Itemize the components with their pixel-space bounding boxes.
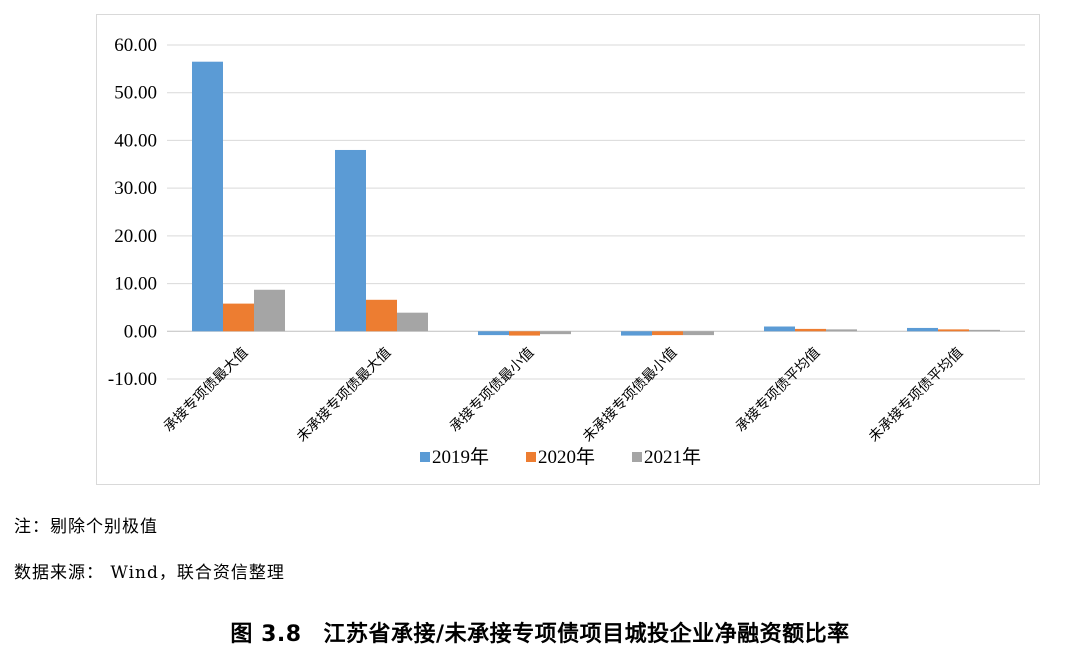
bar [938,329,969,332]
bar-chart: 60.00 50.00 40.00 30.00 20.00 10.00 0.00 -10.00… [108,35,1025,468]
bar [223,303,254,332]
bar [254,289,285,332]
bar [907,327,938,332]
bar [397,312,428,332]
bar [826,329,857,332]
bar [478,331,509,336]
bar [621,331,652,336]
legend-label: 2020年 [538,446,595,468]
bar [509,331,540,336]
y-tick-label: 50.00 [114,83,157,104]
bar [795,328,826,332]
figure-number: 图 3.8 [230,622,302,647]
x-category-label: 承接专项债最小值 [446,344,537,435]
bar [192,61,223,332]
y-tick-label: 0.00 [124,321,157,342]
figure-caption: 图 3.8 江苏省承接/未承接专项债项目城投企业净融资额比率 [0,616,1080,648]
chart-container: 60.00 50.00 40.00 30.00 20.00 10.00 0.00 -10.00… [96,14,1040,485]
x-category-label: 未承接专项债最大值 [293,344,394,445]
legend-label: 2019年 [432,446,489,468]
data-source: 数据来源： Wind，联合资信整理 [14,563,285,583]
bar [335,149,366,332]
legend-label: 2021年 [644,446,701,468]
bar [969,329,1000,332]
x-category-label: 未承接专项债最小值 [579,344,680,445]
y-tick-label: 30.00 [114,178,157,199]
bar [683,331,714,336]
legend-swatch [632,452,642,462]
y-tick-label: -10.00 [108,369,157,390]
x-category-label: 承接专项债平均值 [732,344,823,435]
legend-swatch [526,452,536,462]
figure-title: 江苏省承接/未承接专项债项目城投企业净融资额比率 [323,622,850,647]
bar [366,299,397,332]
x-category-label: 承接专项债最大值 [160,344,251,435]
chart-note: 注：剔除个别极值 [14,517,158,537]
bar [764,326,795,332]
y-tick-label: 20.00 [114,226,157,247]
legend-swatch [420,452,430,462]
bar [540,331,571,335]
y-tick-label: 40.00 [114,130,157,151]
bar [652,331,683,336]
y-tick-label: 10.00 [114,274,157,295]
y-tick-label: 60.00 [114,35,157,56]
x-category-label: 未承接专项债平均值 [865,344,966,445]
